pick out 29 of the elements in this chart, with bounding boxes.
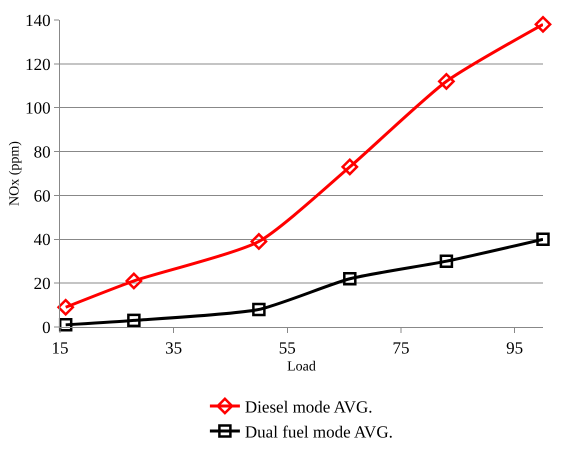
x-tick-label: 95: [506, 338, 524, 358]
point: [125, 272, 142, 290]
y-tick-label: 100: [25, 98, 51, 118]
point: [440, 254, 454, 268]
point: [341, 158, 358, 176]
y-tick-label: 60: [34, 186, 51, 206]
y-tick-label: 120: [25, 54, 51, 74]
x-tick-label: 75: [392, 338, 410, 358]
y-tick-label: 40: [34, 230, 51, 250]
legend-label: Diesel mode AVG.: [244, 398, 373, 417]
legend-label: Dual fuel mode AVG.: [244, 422, 393, 442]
point: [58, 318, 72, 332]
point: [250, 233, 268, 250]
point: [536, 232, 550, 246]
x-tick-label: 35: [165, 338, 182, 358]
point: [534, 16, 552, 33]
point: [57, 298, 74, 316]
x-axis-title: Load: [287, 360, 316, 375]
y-tick-label: 20: [34, 274, 51, 294]
x-tick-label: 15: [52, 338, 68, 358]
y-tick-label: 140: [25, 10, 51, 30]
x-tick-label: 55: [278, 338, 296, 358]
point: [252, 302, 266, 316]
point: [343, 272, 357, 286]
y-tick-label: 80: [34, 142, 51, 162]
y-axis-title: NOx (ppm): [8, 140, 23, 206]
point: [127, 314, 141, 328]
point: [438, 73, 455, 90]
y-tick-label: 0: [42, 318, 51, 337]
